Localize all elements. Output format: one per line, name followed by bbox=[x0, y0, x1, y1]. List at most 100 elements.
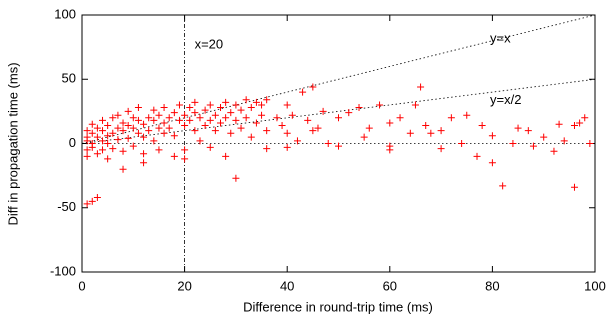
point bbox=[150, 106, 158, 114]
reference-line bbox=[82, 15, 595, 144]
point bbox=[155, 111, 163, 119]
point bbox=[109, 114, 117, 122]
point bbox=[170, 132, 178, 140]
point bbox=[88, 120, 96, 128]
point bbox=[196, 114, 204, 122]
point bbox=[211, 111, 219, 119]
point bbox=[206, 143, 214, 151]
point bbox=[119, 147, 127, 155]
point bbox=[160, 104, 168, 112]
point bbox=[514, 124, 522, 132]
y-tick-label: -100 bbox=[50, 263, 76, 278]
point bbox=[473, 152, 481, 160]
point bbox=[104, 155, 112, 163]
point bbox=[386, 146, 394, 154]
point bbox=[458, 140, 466, 147]
point bbox=[181, 111, 189, 119]
point bbox=[360, 133, 368, 141]
point bbox=[134, 116, 142, 124]
point bbox=[227, 109, 235, 117]
point bbox=[258, 101, 266, 109]
point bbox=[463, 111, 471, 119]
point bbox=[119, 127, 127, 135]
x-tick-label: 100 bbox=[584, 278, 606, 293]
point bbox=[175, 116, 183, 124]
point bbox=[499, 182, 507, 190]
point bbox=[129, 142, 137, 150]
point bbox=[247, 104, 255, 112]
point bbox=[560, 137, 568, 145]
point bbox=[114, 136, 122, 144]
point bbox=[170, 109, 178, 117]
point bbox=[406, 129, 414, 137]
point bbox=[309, 83, 317, 91]
point bbox=[104, 122, 112, 130]
point bbox=[109, 145, 117, 153]
point bbox=[237, 124, 245, 132]
point bbox=[150, 116, 158, 124]
point bbox=[319, 107, 327, 115]
point bbox=[411, 101, 419, 109]
point bbox=[427, 129, 435, 137]
point bbox=[283, 101, 291, 109]
point bbox=[227, 129, 235, 137]
point bbox=[129, 114, 137, 122]
point bbox=[83, 146, 91, 154]
point bbox=[263, 96, 271, 104]
point bbox=[488, 132, 496, 140]
point bbox=[145, 114, 153, 122]
point bbox=[550, 147, 558, 155]
point bbox=[540, 133, 548, 141]
point bbox=[211, 127, 219, 135]
point bbox=[88, 140, 96, 147]
point bbox=[293, 137, 301, 145]
point bbox=[217, 119, 225, 127]
point bbox=[160, 129, 168, 137]
point bbox=[258, 111, 266, 119]
point bbox=[217, 104, 225, 112]
point bbox=[181, 122, 189, 130]
point bbox=[165, 114, 173, 122]
point bbox=[222, 114, 230, 122]
reference-label: y=x bbox=[490, 31, 511, 46]
point bbox=[124, 122, 132, 130]
reference-label: y=x/2 bbox=[490, 92, 521, 107]
point bbox=[129, 124, 137, 132]
point bbox=[417, 83, 425, 91]
point bbox=[201, 106, 209, 114]
x-tick-label: 20 bbox=[177, 278, 191, 293]
point bbox=[529, 142, 537, 150]
point bbox=[242, 96, 250, 104]
point bbox=[273, 114, 281, 122]
point bbox=[478, 122, 486, 130]
x-tick-label: 0 bbox=[78, 278, 85, 293]
point bbox=[232, 116, 240, 124]
point bbox=[288, 111, 296, 119]
point bbox=[222, 152, 230, 160]
x-tick-label: 80 bbox=[485, 278, 499, 293]
point bbox=[570, 183, 578, 191]
point bbox=[206, 116, 214, 124]
point bbox=[83, 137, 91, 145]
point bbox=[335, 114, 342, 122]
point bbox=[376, 101, 384, 109]
point bbox=[509, 140, 517, 147]
point bbox=[145, 127, 153, 135]
point bbox=[124, 134, 132, 142]
point bbox=[304, 116, 312, 124]
point bbox=[114, 124, 122, 132]
y-tick-label: 100 bbox=[54, 6, 76, 21]
point bbox=[524, 127, 532, 135]
point bbox=[242, 114, 250, 122]
point bbox=[109, 129, 117, 137]
point bbox=[140, 133, 148, 141]
point bbox=[155, 146, 163, 154]
point bbox=[83, 200, 91, 208]
point bbox=[175, 101, 183, 109]
point bbox=[181, 146, 189, 154]
point bbox=[335, 142, 342, 150]
point bbox=[140, 150, 148, 158]
point bbox=[283, 129, 291, 137]
point bbox=[263, 145, 271, 153]
